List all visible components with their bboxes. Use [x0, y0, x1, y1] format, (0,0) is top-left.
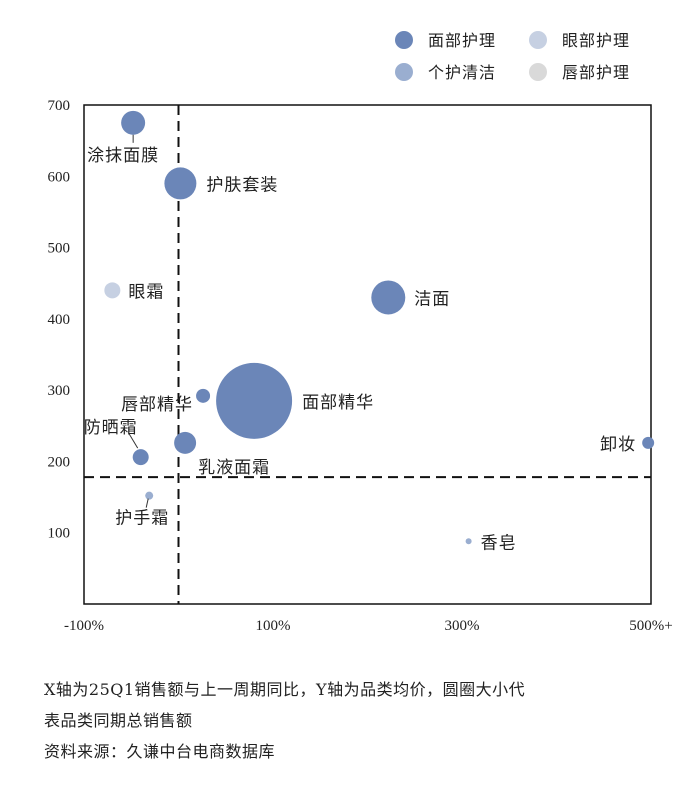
- point-label: 面部精华: [302, 393, 374, 413]
- point-label: 卸妆: [600, 435, 636, 455]
- point-label: 护手霜: [115, 509, 169, 529]
- legend-swatch: [395, 31, 413, 49]
- y-tick-label: 100: [48, 526, 71, 542]
- legend-label: 唇部护理: [562, 63, 630, 82]
- plot-frame: [83, 104, 652, 605]
- legend-label: 面部护理: [428, 31, 496, 50]
- y-tick-label: 400: [48, 312, 71, 328]
- x-tick-label: 100%: [256, 618, 291, 634]
- y-tick-label: 200: [48, 454, 71, 470]
- bubble: [164, 167, 197, 200]
- x-tick-label: 300%: [445, 618, 480, 634]
- y-tick-label: 600: [48, 169, 71, 185]
- bubble: [196, 388, 211, 403]
- x-tick-label: -100%: [64, 618, 104, 634]
- bubble: [121, 110, 146, 135]
- bubble: [465, 538, 472, 545]
- point-label: 眼霜: [128, 282, 164, 302]
- legend-label: 个护清洁: [428, 63, 496, 82]
- x-tick-label: 500%+: [629, 618, 672, 634]
- leader-line: [145, 498, 149, 508]
- bubble: [145, 491, 154, 500]
- y-tick-label: 300: [48, 383, 71, 399]
- legend-swatch: [529, 31, 547, 49]
- point-label: 乳液面霜: [198, 458, 270, 478]
- chart-note-line-1: X轴为25Q1销售额与上一周期同比，Y轴为品类均价，圆圈大小代: [44, 680, 526, 699]
- leader-line: [128, 432, 139, 449]
- bubble: [104, 282, 121, 299]
- point-label: 香皂: [481, 533, 517, 553]
- legend-swatch: [529, 63, 547, 81]
- bubble: [174, 431, 197, 454]
- point-label: 洁面: [414, 289, 450, 309]
- bubble: [216, 362, 293, 439]
- point-label: 唇部精华: [121, 395, 193, 415]
- bubble: [132, 449, 149, 466]
- chart-source: 资料来源：久谦中台电商数据库: [44, 742, 276, 761]
- legend-swatch: [395, 63, 413, 81]
- y-tick-label: 700: [48, 98, 71, 114]
- point-label: 防晒霜: [84, 418, 138, 438]
- point-label: 护肤套装: [206, 175, 278, 195]
- bubble: [371, 280, 406, 315]
- bubble: [642, 436, 655, 449]
- legend-label: 眼部护理: [562, 31, 630, 50]
- chart-note-line-2: 表品类同期总销售额: [44, 711, 193, 730]
- point-label: 涂抹面膜: [87, 146, 159, 166]
- y-tick-label: 500: [48, 241, 71, 257]
- bubble-chart: 100 200 300 400 500 600 700 -100% 100% 300% 500%+ 涂…: [48, 31, 673, 634]
